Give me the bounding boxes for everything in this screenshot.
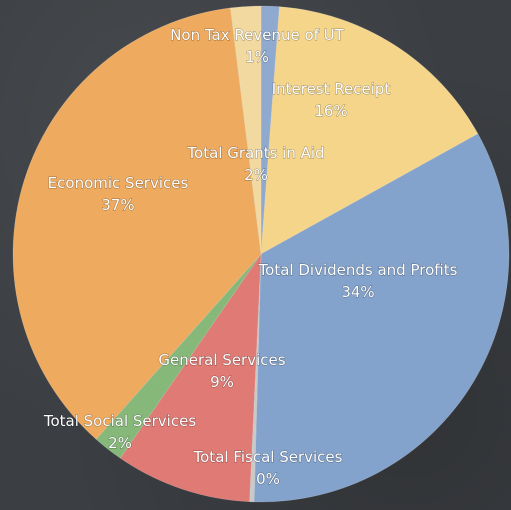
slice-label-total-fiscal-services: Total Fiscal Services 0% [192, 448, 343, 489]
slice-label-name: Total Grants in Aid [186, 144, 324, 162]
slice-label-name: Interest Receipt [272, 80, 391, 98]
pie-slice-economic-services [12, 7, 262, 440]
slice-label-name: General Services [158, 351, 285, 369]
slice-label-non-tax-revenue: Non Tax Revenue of UT 1% [170, 26, 345, 67]
slice-label-total-dividends: Total Dividends and Profits 34% [257, 261, 458, 302]
slice-label-name: Total Social Services [43, 412, 196, 430]
slice-label-total-social-services: Total Social Services 2% [42, 412, 196, 453]
slice-label-percent: 9% [210, 373, 234, 391]
pie-slice-general-services [119, 252, 262, 503]
pie-slice-total-grants-in-aid [230, 5, 262, 255]
pie-labels: Non Tax Revenue of UT 1% Interest Receip… [42, 26, 458, 489]
slice-label-economic-services: Economic Services 37% [47, 174, 189, 215]
pie-slice-interest-receipt [260, 6, 479, 255]
slice-label-percent: 37% [101, 196, 134, 214]
slice-label-percent: 34% [341, 283, 374, 301]
pie-slice-total-dividends-and-profits [253, 133, 510, 503]
slice-label-percent: 2% [108, 434, 132, 452]
slice-label-name: Non Tax Revenue of UT [170, 26, 344, 44]
slice-label-name: Economic Services [48, 174, 189, 192]
slice-label-total-grants-in-aid: Total Grants in Aid 2% [186, 144, 325, 185]
slice-label-percent: 0% [256, 470, 280, 488]
slice-label-name: Total Fiscal Services [193, 448, 343, 466]
slice-label-interest-receipt: Interest Receipt 16% [271, 80, 391, 121]
pie-slice-non-tax-revenue-of-ut [260, 5, 280, 255]
pie-slice-total-social-services [95, 253, 262, 459]
slice-label-general-services: General Services 9% [158, 351, 286, 392]
slice-label-percent: 2% [244, 166, 268, 184]
slice-label-percent: 16% [314, 102, 347, 120]
pie-slices [12, 5, 510, 503]
slice-label-name: Total Dividends and Profits [258, 261, 458, 279]
pie-slice-total-fiscal-services [249, 253, 262, 503]
slice-label-percent: 1% [245, 48, 269, 66]
